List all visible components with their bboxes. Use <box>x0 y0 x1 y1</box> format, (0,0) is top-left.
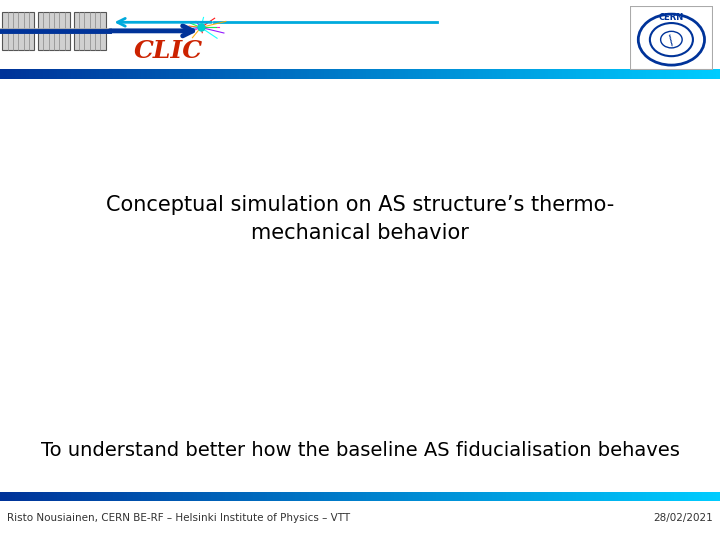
Text: CERN: CERN <box>659 13 684 22</box>
Text: To understand better how the baseline AS fiducialisation behaves: To understand better how the baseline AS… <box>40 441 680 461</box>
Bar <box>2 12 35 50</box>
Text: /: / <box>666 32 677 47</box>
Bar <box>38 12 70 50</box>
Text: Risto Nousiainen, CERN BE-RF – Helsinki Institute of Physics – VTT: Risto Nousiainen, CERN BE-RF – Helsinki … <box>7 514 351 523</box>
Text: CLIC: CLIC <box>134 39 203 63</box>
Text: 28/02/2021: 28/02/2021 <box>653 514 713 523</box>
Text: Conceptual simulation on AS structure’s thermo-
mechanical behavior: Conceptual simulation on AS structure’s … <box>106 195 614 242</box>
Bar <box>73 12 106 50</box>
